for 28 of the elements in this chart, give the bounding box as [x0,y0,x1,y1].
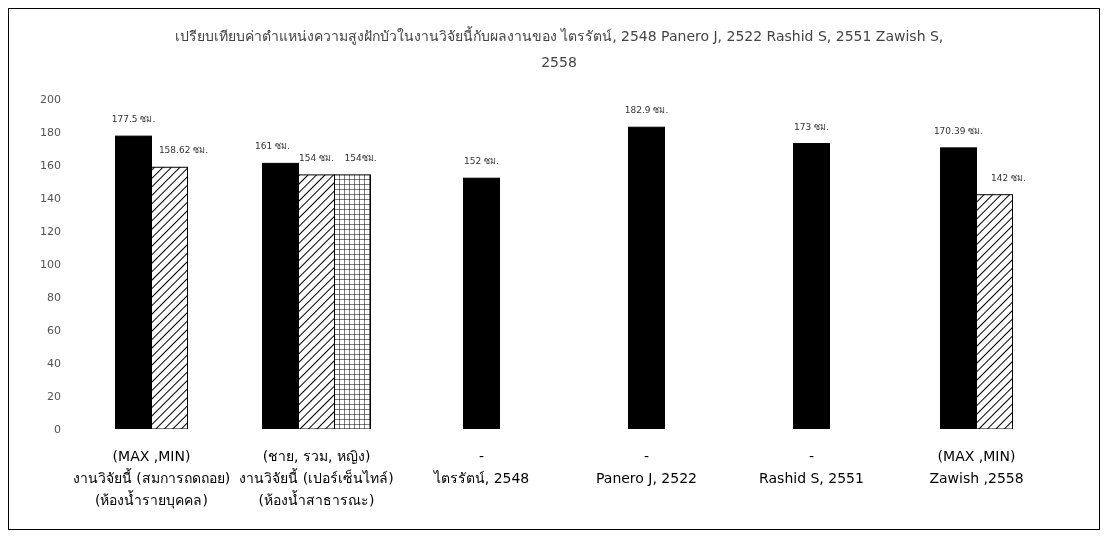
x-tick-label: - Panero J, 2522 [595,448,698,486]
data-label: 158.62 ซม. [158,145,209,156]
x-tick-label: (MAX ,MIN) งานวิจัยนี้ (สมการถดถอย) (ห้องน้ำรายบุคคล) [72,448,231,509]
data-label: 177.5 ซม. [111,114,156,125]
data-label: 154ซม. [344,152,377,163]
data-label: 154 ซม. [299,152,334,163]
y-tick-label: 120 [40,224,61,238]
y-tick-label: 80 [47,290,61,304]
data-label: 170.39 ซม. [933,125,984,136]
y-tick-label: 40 [47,356,61,370]
y-tick-label: 180 [40,125,61,139]
x-tick-label: (ชาย, รวม, หญิง) งานวิจัยนี้ (เปอร์เซ็นไทล์) (ห้องน้ำสาธารณะ) [239,448,394,508]
data-label: 152 ซม. [464,156,499,167]
y-tick-label: 200 [40,92,61,106]
y-tick-label: 0 [54,422,61,436]
x-tick-label: (MAX ,MIN) Zawish ,2558 [929,448,1024,486]
x-tick-label: - ไตรรัตน์, 2548 [432,448,530,486]
chart-title: เปรียบเทียบค่าตำแหน่งความสูงฝักบัวในงานวิจัยนี้กับผลงานของ ไตรรัตน์, 2548 Panero J, 2522 Rashid S, 2551 Zawish S, 2558 [173,25,945,72]
y-tick-label: 140 [40,191,61,205]
y-tick-label: 20 [47,389,61,403]
y-tick-label: 160 [40,158,61,172]
data-label: 161 ซม. [255,141,290,152]
x-tick-label: - Rashid S, 2551 [759,448,864,486]
y-tick-label: 100 [40,257,61,271]
data-label: 142 ซม. [991,172,1026,183]
data-label: 182.9 ซม. [624,105,669,116]
y-tick-label: 60 [47,323,61,337]
data-label: 173 ซม. [794,121,829,132]
